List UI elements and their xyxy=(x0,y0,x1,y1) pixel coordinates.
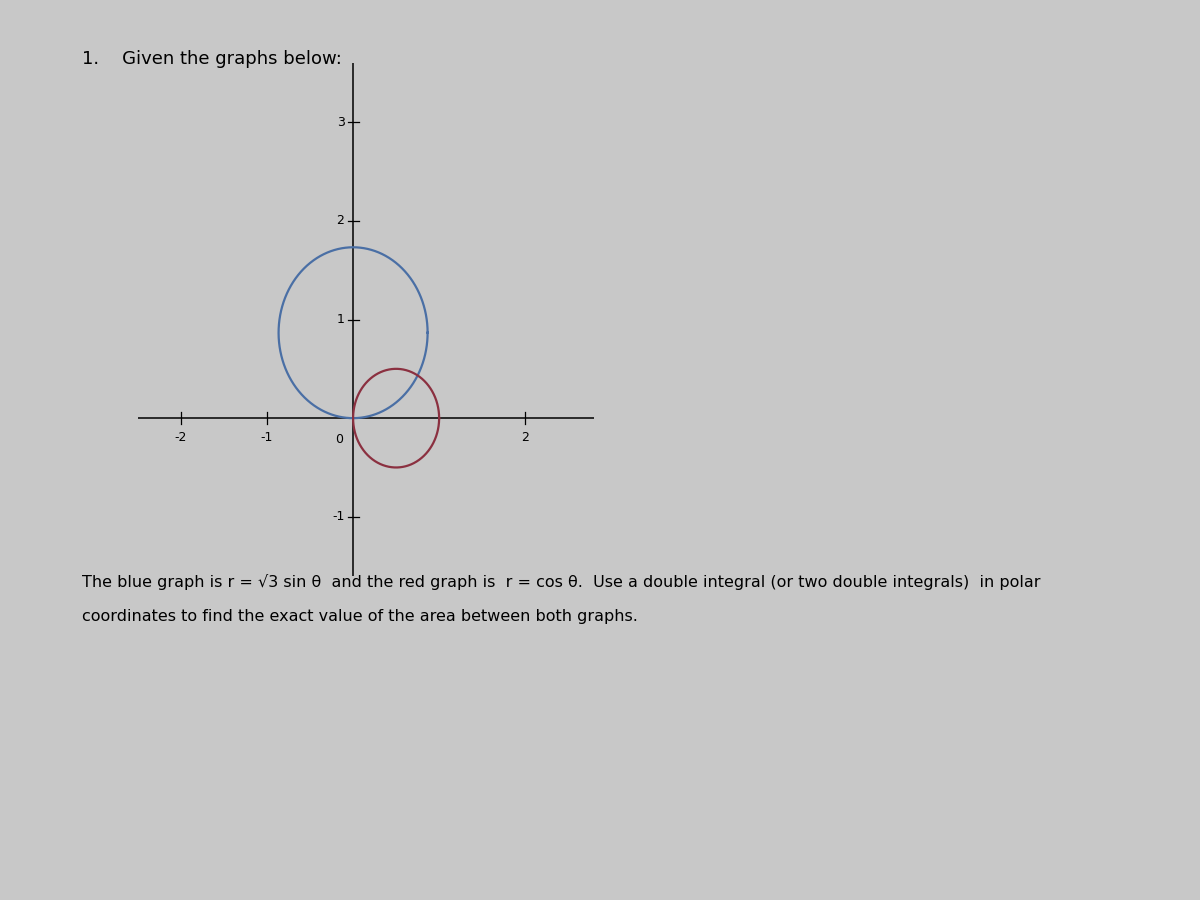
Text: 0: 0 xyxy=(335,433,343,446)
Text: The blue graph is r = √3 sin θ  and the red graph is  r = cos θ.  Use a double i: The blue graph is r = √3 sin θ and the r… xyxy=(82,574,1040,590)
Text: 1.    Given the graphs below:: 1. Given the graphs below: xyxy=(82,50,342,68)
Text: -1: -1 xyxy=(332,510,344,523)
Text: 1: 1 xyxy=(337,313,344,326)
Text: -1: -1 xyxy=(260,431,274,444)
Text: 2: 2 xyxy=(521,431,529,444)
Text: 3: 3 xyxy=(337,116,344,129)
Text: 2: 2 xyxy=(337,214,344,228)
Text: coordinates to find the exact value of the area between both graphs.: coordinates to find the exact value of t… xyxy=(82,609,637,625)
Text: -2: -2 xyxy=(175,431,187,444)
